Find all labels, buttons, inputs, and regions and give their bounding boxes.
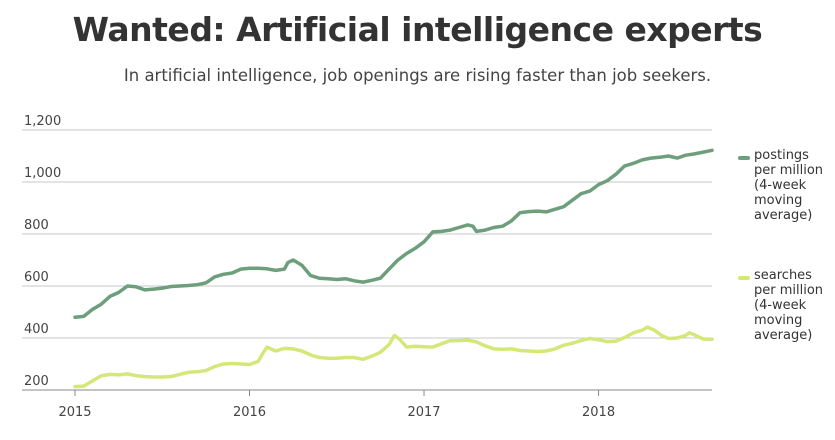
series-line-searches (73, 325, 714, 389)
chart-title: Wanted: Artificial intelligence experts (72, 10, 763, 49)
y-tick-label: 1,000 (24, 166, 61, 181)
x-axis: 2015 2016 2017 2018 (22, 389, 712, 420)
x-tick-label: 2018 (582, 405, 615, 420)
y-tick-label: 600 (24, 270, 49, 285)
chart-subtitle: In artificial intelligence, job openings… (123, 66, 712, 85)
x-tick-label: 2017 (407, 405, 440, 420)
y-tick-label: 800 (24, 218, 49, 233)
x-tick-label: 2016 (233, 405, 266, 420)
legend-label-searches: searches per million (4-week moving aver… (754, 268, 824, 343)
y-tick-label: 1,200 (24, 114, 61, 129)
series-line-postings (73, 148, 714, 319)
x-tick-label: 2015 (58, 405, 91, 420)
gridlines (22, 129, 712, 391)
legend-swatch-searches (738, 276, 750, 280)
series-lines (73, 148, 714, 389)
legend-swatch-postings (738, 156, 750, 160)
y-tick-label: 400 (24, 322, 49, 337)
y-axis-ticks: 200 400 600 800 1,000 1,200 (24, 114, 61, 389)
y-tick-label: 200 (24, 374, 49, 389)
legend-label-postings: postings per million (4-week moving aver… (754, 148, 824, 223)
